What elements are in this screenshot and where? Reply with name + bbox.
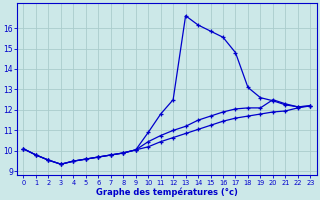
X-axis label: Graphe des températures (°c): Graphe des températures (°c) <box>96 187 238 197</box>
